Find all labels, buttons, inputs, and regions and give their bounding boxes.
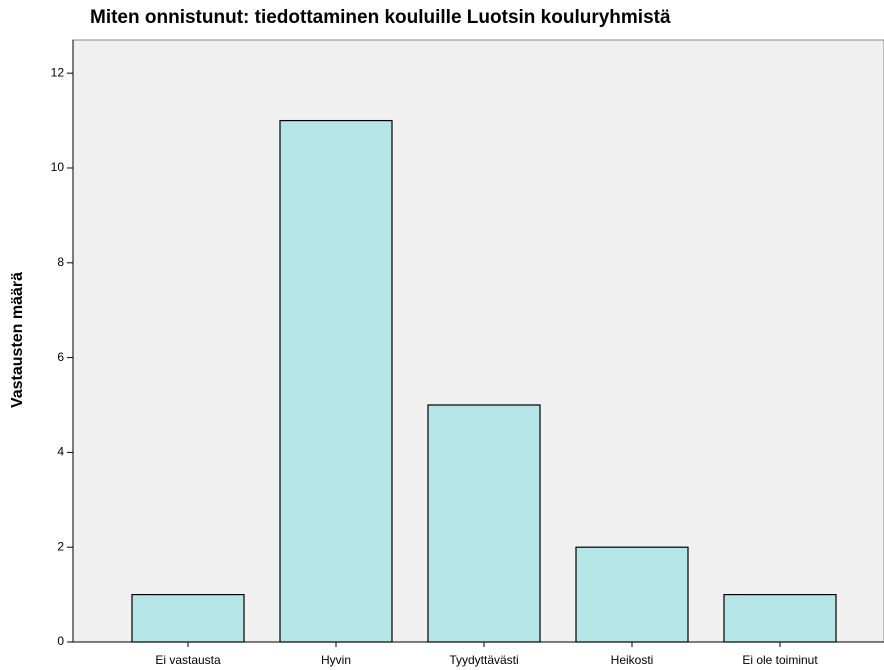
x-tick-label: Hyvin <box>321 653 351 667</box>
y-tick-label: 4 <box>57 445 64 459</box>
y-tick-label: 6 <box>57 350 64 364</box>
bar <box>723 593 837 643</box>
x-tick-label: Heikosti <box>611 653 654 667</box>
x-tick-label: Tyydyttävästi <box>449 653 518 667</box>
chart-title: Miten onnistunut: tiedottaminen kouluill… <box>90 7 671 28</box>
y-tick-label: 10 <box>51 160 65 174</box>
y-tick-label: 0 <box>57 634 64 648</box>
y-axis-label: Vastausten määrä <box>9 272 26 408</box>
y-tick-label: 2 <box>57 539 64 553</box>
bar <box>575 546 689 643</box>
bar <box>427 404 541 643</box>
y-tick-label: 12 <box>51 65 65 79</box>
x-tick-label: Ei vastausta <box>155 653 221 667</box>
y-tick-label: 8 <box>57 255 64 269</box>
bar <box>279 119 393 643</box>
x-tick-label: Ei ole toiminut <box>742 653 818 667</box>
bar <box>131 593 245 643</box>
